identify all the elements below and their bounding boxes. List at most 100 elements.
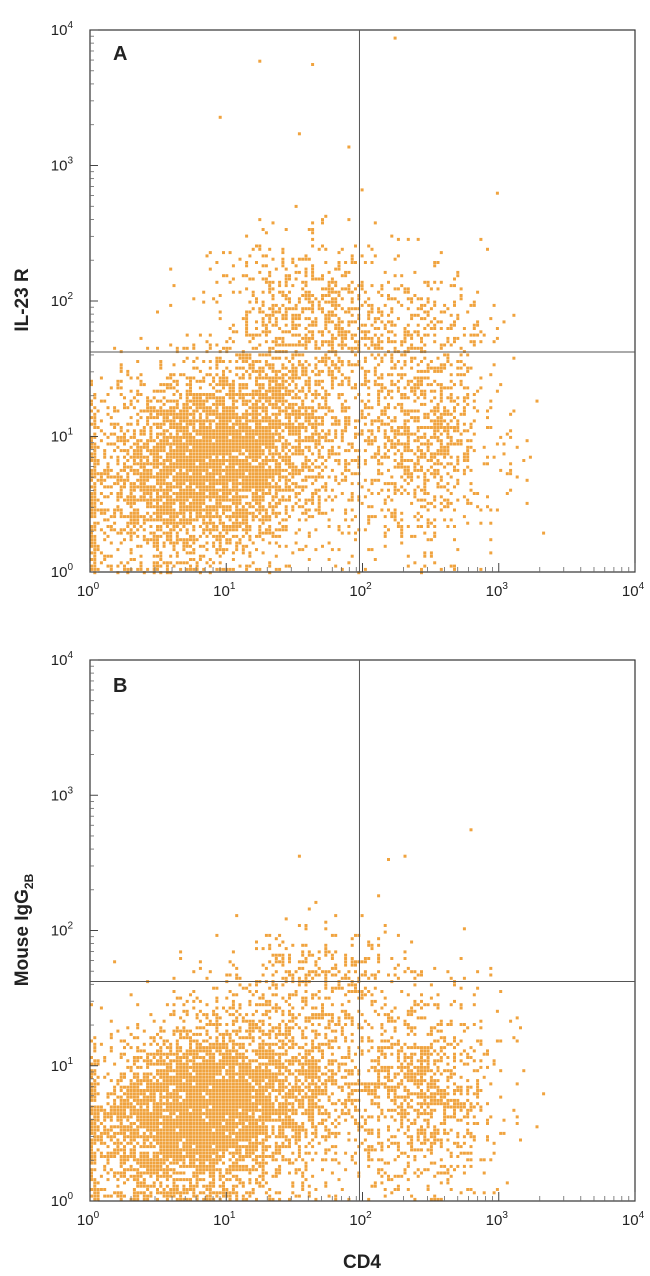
dot bbox=[334, 353, 338, 357]
dot bbox=[185, 435, 189, 439]
dot bbox=[271, 369, 275, 373]
dot bbox=[311, 439, 315, 443]
dot bbox=[377, 346, 381, 350]
dot bbox=[509, 412, 513, 416]
dot bbox=[433, 452, 437, 456]
dot bbox=[274, 376, 278, 380]
dot bbox=[321, 422, 324, 426]
dot bbox=[248, 1072, 252, 1076]
dot bbox=[443, 412, 447, 416]
dot bbox=[495, 336, 499, 340]
dot bbox=[123, 1112, 126, 1116]
dot bbox=[426, 449, 430, 453]
dot bbox=[439, 389, 443, 393]
dot bbox=[123, 439, 126, 443]
dot bbox=[453, 320, 456, 324]
dot bbox=[439, 399, 443, 403]
dot bbox=[238, 416, 242, 420]
dot bbox=[241, 1056, 245, 1059]
dot bbox=[93, 465, 97, 469]
dot bbox=[172, 1161, 176, 1165]
dot bbox=[281, 1046, 285, 1050]
dot bbox=[162, 429, 166, 433]
dot bbox=[390, 475, 394, 479]
dot bbox=[373, 452, 377, 456]
dot bbox=[393, 485, 397, 489]
dot bbox=[169, 267, 173, 271]
dot bbox=[330, 346, 334, 350]
dot bbox=[261, 409, 265, 413]
dot bbox=[278, 376, 282, 380]
dot bbox=[172, 1148, 176, 1152]
dot bbox=[129, 521, 133, 525]
dot bbox=[528, 455, 532, 459]
dot bbox=[314, 320, 318, 324]
dot bbox=[453, 416, 456, 420]
dot bbox=[433, 333, 437, 337]
dot bbox=[291, 422, 295, 426]
dot bbox=[373, 317, 377, 321]
dot bbox=[159, 445, 163, 449]
dot bbox=[225, 406, 229, 410]
dot bbox=[406, 475, 410, 479]
dot bbox=[390, 379, 394, 383]
dot bbox=[182, 1029, 186, 1033]
dot bbox=[218, 554, 222, 558]
dot bbox=[222, 455, 225, 459]
dot bbox=[192, 439, 196, 443]
dot bbox=[377, 376, 381, 380]
dot bbox=[218, 435, 222, 439]
dot bbox=[255, 1089, 258, 1092]
dot bbox=[119, 508, 123, 512]
dot bbox=[116, 462, 120, 466]
dot bbox=[367, 330, 371, 334]
dot bbox=[179, 462, 183, 466]
dot bbox=[321, 244, 324, 248]
dot bbox=[119, 511, 123, 515]
dot bbox=[93, 521, 97, 525]
dot bbox=[476, 333, 480, 337]
dot bbox=[251, 336, 255, 340]
dot bbox=[403, 468, 407, 472]
dot bbox=[456, 442, 460, 446]
dot bbox=[423, 369, 427, 373]
dot bbox=[162, 1118, 166, 1122]
dot bbox=[169, 406, 173, 410]
dot bbox=[495, 327, 499, 330]
dot bbox=[152, 475, 156, 479]
dot bbox=[357, 327, 361, 330]
dot bbox=[123, 1115, 126, 1119]
dot bbox=[225, 1072, 229, 1076]
dot bbox=[218, 472, 222, 476]
dot bbox=[202, 1138, 206, 1142]
dot bbox=[274, 412, 278, 416]
dot bbox=[136, 360, 140, 363]
dot bbox=[238, 1128, 242, 1132]
dot bbox=[215, 455, 219, 459]
dot bbox=[258, 505, 262, 509]
dot bbox=[400, 531, 404, 535]
dot bbox=[288, 1082, 291, 1086]
dot bbox=[321, 462, 324, 466]
dot bbox=[195, 445, 199, 449]
dot bbox=[218, 1171, 222, 1175]
dot bbox=[185, 551, 189, 555]
dot bbox=[387, 393, 390, 396]
dot bbox=[218, 379, 222, 383]
dot bbox=[218, 1042, 222, 1046]
dot bbox=[255, 449, 258, 453]
dot bbox=[126, 459, 130, 462]
dot bbox=[202, 393, 206, 396]
dot bbox=[433, 412, 437, 416]
dot bbox=[162, 505, 166, 509]
dot bbox=[241, 1115, 245, 1119]
dot bbox=[238, 383, 242, 387]
dot bbox=[146, 1062, 150, 1066]
dot bbox=[324, 389, 328, 393]
dot bbox=[429, 435, 433, 439]
dot bbox=[123, 1102, 126, 1106]
dot bbox=[274, 511, 278, 515]
dot bbox=[304, 419, 308, 423]
dot bbox=[363, 261, 367, 264]
dot bbox=[387, 508, 390, 512]
